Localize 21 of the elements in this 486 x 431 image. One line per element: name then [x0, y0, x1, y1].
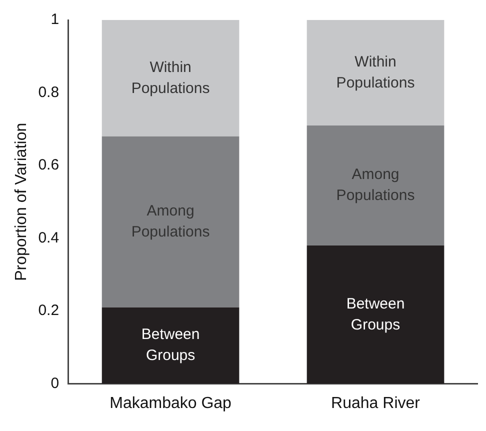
- text: Between Groups: [346, 295, 405, 334]
- series-label: Within Populations: [131, 58, 210, 97]
- text: Within Populations: [336, 53, 415, 92]
- bar: [102, 20, 240, 136]
- x-tick-label: Makambako Gap: [110, 394, 232, 412]
- series-label: Among Populations: [131, 202, 210, 241]
- y-tick-label: 0.2: [38, 302, 60, 320]
- y-axis-title: Proportion of Variation: [13, 122, 30, 281]
- y-tick-label: 0.4: [38, 229, 60, 246]
- y-tick-label: 0: [50, 374, 60, 392]
- series-label: Between Groups: [141, 326, 200, 364]
- y-tick-label: 1: [50, 11, 60, 28]
- bar: [102, 136, 240, 308]
- text: Among Populations: [336, 166, 415, 204]
- bar: [306, 20, 444, 126]
- y-tick-label: 0.8: [38, 84, 60, 101]
- bar: [102, 307, 240, 384]
- bar: [306, 126, 444, 246]
- x-tick-label: Ruaha River: [331, 394, 421, 412]
- y-tick-label: 0.6: [38, 156, 60, 174]
- bar: [306, 246, 444, 384]
